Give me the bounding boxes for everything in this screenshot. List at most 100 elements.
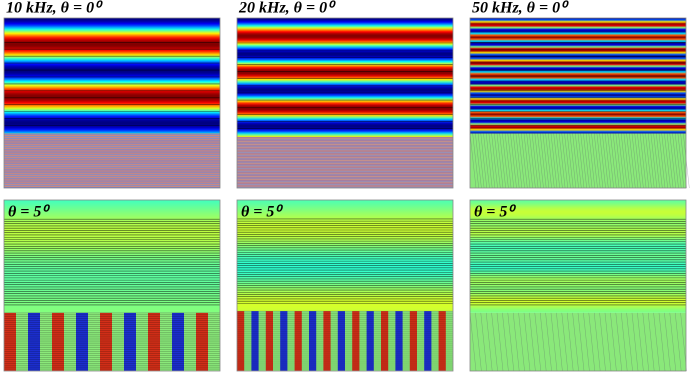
texture-line [561, 312, 569, 372]
texture-line [531, 133, 539, 189]
panel-label: θ = 5⁰ [474, 204, 516, 221]
texture-line [537, 133, 544, 189]
texture-line [669, 133, 677, 189]
texture-line [666, 133, 674, 189]
lower-field [237, 137, 453, 188]
lower-field [470, 133, 686, 188]
texture-line [472, 133, 479, 189]
vertical-stripe [395, 311, 403, 371]
texture-line [550, 133, 558, 189]
vertical-stripe [237, 311, 245, 371]
texture-line [480, 312, 488, 372]
vertical-stripe [294, 311, 302, 371]
vertical-stripe [424, 311, 432, 371]
vertical-stripe [196, 312, 208, 371]
texture-line [612, 133, 620, 189]
texture-line [599, 133, 606, 189]
texture-line [583, 312, 590, 372]
vertical-stripe [280, 311, 288, 371]
texture-line [672, 133, 679, 189]
texture-line [542, 133, 550, 189]
texture-line [534, 133, 542, 189]
texture-line [504, 133, 512, 189]
vertical-stripe [148, 312, 160, 371]
texture-line [566, 312, 574, 372]
texture-line [539, 133, 547, 189]
texture-line [661, 133, 668, 189]
texture-line [529, 133, 536, 189]
texture-line [588, 312, 596, 372]
panel-label: 50 kHz, θ = 0⁰ [472, 0, 569, 17]
texture-line [623, 133, 631, 189]
texture-line [656, 133, 663, 189]
texture-line [580, 133, 587, 189]
texture-line [556, 312, 563, 372]
texture-line [653, 312, 660, 372]
panel-border [469, 17, 687, 189]
vertical-stripe [100, 312, 112, 371]
vertical-stripe [366, 311, 374, 371]
panel-label: 10 kHz, θ = 0⁰ [6, 0, 103, 17]
texture-line [572, 133, 579, 189]
texture-line [488, 133, 496, 189]
vertical-stripe [76, 312, 88, 371]
texture-line [572, 312, 579, 372]
texture-line [629, 133, 636, 189]
texture-line [515, 133, 523, 189]
vertical-stripe [124, 312, 136, 371]
texture-line [545, 312, 552, 372]
wave-field [237, 18, 453, 137]
texture-line [496, 133, 504, 189]
texture-line [585, 133, 593, 189]
texture-line [645, 133, 652, 189]
texture-line [637, 312, 644, 372]
texture-line [664, 133, 671, 189]
texture-line [631, 133, 639, 189]
vertical-stripe [28, 312, 40, 371]
texture-line [674, 312, 682, 372]
texture-line [615, 133, 623, 189]
texture-line [512, 312, 520, 372]
texture-line [647, 133, 655, 189]
texture-line [518, 133, 525, 189]
texture-line [615, 312, 623, 372]
texture-line [539, 312, 547, 372]
panel-border [236, 17, 454, 189]
texture-line [518, 312, 525, 372]
vertical-stripe [352, 311, 360, 371]
panel [3, 17, 221, 189]
texture-line [604, 312, 612, 372]
panel [236, 199, 454, 372]
texture-line [593, 312, 601, 372]
texture-line [477, 133, 485, 189]
panel [236, 17, 454, 189]
texture-line [669, 312, 677, 372]
vertical-stripe [4, 312, 16, 371]
texture-line [483, 133, 490, 189]
texture-line [626, 133, 633, 189]
texture-line [664, 312, 671, 372]
texture-line [647, 312, 655, 372]
texture-line [494, 133, 501, 189]
texture-line [650, 133, 658, 189]
texture-line [591, 133, 598, 189]
vertical-stripe [265, 311, 273, 371]
texture-line [575, 133, 582, 189]
texture-line [677, 133, 685, 189]
texture-line [620, 133, 628, 189]
texture-line [599, 312, 606, 372]
lower-field [4, 133, 220, 188]
texture-line [618, 133, 625, 189]
panel-label: 20 kHz, θ = 0⁰ [238, 0, 336, 17]
texture-line [491, 133, 498, 189]
texture-line [620, 312, 628, 372]
texture-line [631, 312, 639, 372]
texture-line [469, 133, 477, 189]
texture-line [604, 133, 612, 189]
wave-field [4, 200, 220, 313]
panel [469, 17, 690, 189]
texture-line [507, 312, 515, 372]
texture-line [588, 133, 596, 189]
texture-line [566, 133, 574, 189]
